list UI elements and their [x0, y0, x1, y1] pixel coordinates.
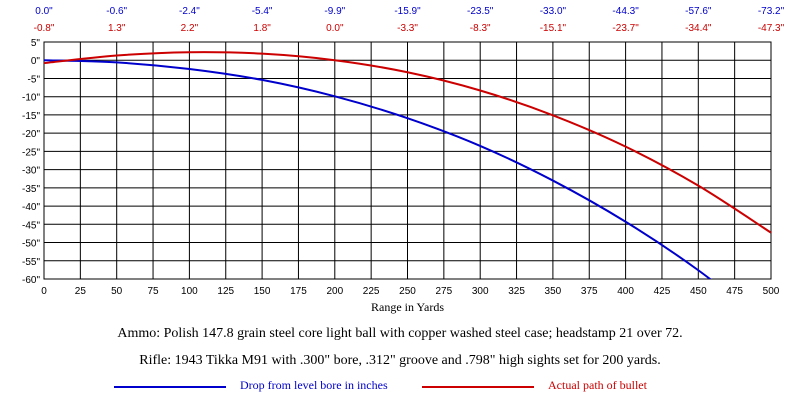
- y-tick-label: -35": [22, 184, 40, 195]
- x-tick-label: 225: [363, 286, 380, 297]
- top-path-label: -15.1": [540, 23, 567, 34]
- legend-drop-swatch: [114, 386, 226, 388]
- x-tick-label: 325: [508, 286, 525, 297]
- x-tick-label: 150: [254, 286, 271, 297]
- top-drop-label: -33.0": [540, 6, 567, 17]
- y-tick-label: -25": [22, 147, 40, 158]
- top-drop-label: -15.9": [394, 6, 421, 17]
- plot-frame: [43, 41, 772, 280]
- x-tick-label: 100: [181, 286, 198, 297]
- top-drop-label: -73.2": [758, 6, 785, 17]
- series-lines: [44, 51, 771, 279]
- top-drop-label: -9.9": [324, 6, 345, 17]
- x-tick-label: 500: [763, 286, 780, 297]
- y-tick-label: -10": [22, 93, 40, 104]
- x-tick-label: 375: [581, 286, 598, 297]
- top-path-label: 1.3": [108, 23, 126, 34]
- top-drop-label: -44.3": [612, 6, 639, 17]
- y-tick-label: -30": [22, 166, 40, 177]
- legend-path-swatch: [422, 386, 534, 388]
- x-tick-label: 250: [399, 286, 416, 297]
- y-tick-label: -50": [22, 239, 40, 250]
- y-tick-labels: 5" 0" -5" -10" -15" -20" -25" -30" -35" -40" -45" -…: [22, 38, 40, 286]
- top-value-labels: 0.0" -0.8" -0.6" 1.3" -2.4" 2.2" -5.4" 1.8" -9.9…: [34, 6, 785, 34]
- x-tick-label: 0: [41, 286, 47, 297]
- top-drop-label: -5.4": [252, 6, 273, 17]
- x-axis-title: Range in Yards: [371, 300, 444, 314]
- x-tick-labels: 0 25 50 75 100 125 150 175 200 225 250 275 300 325 350…: [41, 286, 780, 297]
- y-tick-label: -5": [28, 74, 41, 85]
- top-drop-label: -0.6": [106, 6, 127, 17]
- x-tick-label: 300: [472, 286, 489, 297]
- x-tick-label: 25: [75, 286, 87, 297]
- y-tick-label: 0": [31, 56, 41, 67]
- y-tick-label: -45": [22, 220, 40, 231]
- y-tick-label: -55": [22, 257, 40, 268]
- top-drop-label: -2.4": [179, 6, 200, 17]
- x-tick-label: 475: [726, 286, 743, 297]
- top-path-label: -34.4": [685, 23, 712, 34]
- y-tick-label: -20": [22, 129, 40, 140]
- top-drop-label: -23.5": [467, 6, 494, 17]
- top-drop-label: -57.6": [685, 6, 712, 17]
- y-tick-label: -15": [22, 111, 40, 122]
- drop-series-line: [44, 59, 712, 279]
- top-path-label: 0.0": [326, 23, 344, 34]
- top-path-label: 2.2": [181, 23, 199, 34]
- top-path-label: -3.3": [397, 23, 418, 34]
- x-tick-label: 425: [654, 286, 671, 297]
- top-drop-label: 0.0": [35, 6, 53, 17]
- top-path-label: -0.8": [34, 23, 55, 34]
- top-path-label: 1.8": [253, 23, 271, 34]
- x-tick-label: 175: [290, 286, 307, 297]
- legend-drop-label: Drop from level bore in inches: [240, 378, 388, 392]
- top-path-label: -23.7": [612, 23, 639, 34]
- path-series-line: [44, 51, 771, 234]
- x-tick-label: 50: [111, 286, 123, 297]
- y-tick-label: -60": [22, 275, 40, 286]
- rifle-caption: Rifle: 1943 Tikka M91 with .300" bore, .…: [139, 353, 661, 368]
- x-tick-label: 125: [217, 286, 234, 297]
- x-tick-label: 400: [617, 286, 634, 297]
- x-tick-label: 450: [690, 286, 707, 297]
- x-tick-label: 75: [147, 286, 159, 297]
- legend-path-label: Actual path of bullet: [548, 378, 647, 392]
- y-tick-label: -40": [22, 202, 40, 213]
- top-path-label: -47.3": [758, 23, 785, 34]
- ammo-caption: Ammo: Polish 147.8 grain steel core ligh…: [117, 326, 683, 341]
- x-tick-label: 200: [326, 286, 343, 297]
- top-path-label: -8.3": [470, 23, 491, 34]
- x-tick-label: 350: [545, 286, 562, 297]
- grid-lines: [43, 41, 772, 280]
- y-tick-label: 5": [31, 38, 41, 49]
- x-tick-label: 275: [436, 286, 453, 297]
